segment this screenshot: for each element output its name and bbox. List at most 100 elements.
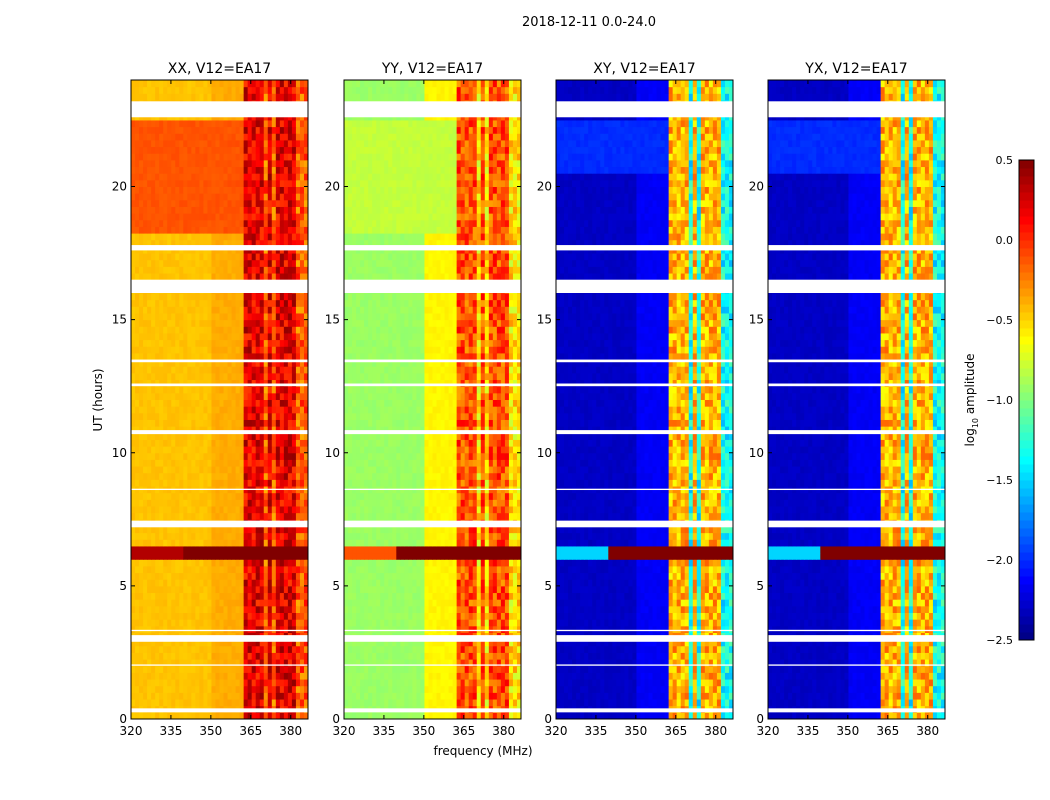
heatmap-cell [211, 319, 216, 327]
heatmap-cell [199, 346, 204, 354]
heatmap-cell [416, 645, 421, 653]
heatmap-cell [203, 439, 208, 447]
heatmap-cell [135, 86, 140, 94]
heatmap-cell [171, 219, 176, 227]
heatmap-cell [219, 545, 225, 554]
heatmap-cell [267, 685, 273, 693]
heatmap-cell [456, 672, 462, 680]
heatmap-cell [271, 259, 277, 267]
heatmap-cell [283, 153, 289, 161]
heatmap-cell [512, 672, 518, 680]
heatmap-cell [175, 326, 180, 334]
heatmap-cell [239, 126, 245, 134]
heatmap-cell [151, 332, 156, 341]
heatmap-cell [147, 126, 152, 134]
heatmap-cell [159, 672, 164, 680]
heatmap-cell [299, 545, 305, 554]
heatmap-cell [199, 326, 204, 334]
heatmap-cell [191, 565, 196, 574]
heatmap-cell [203, 599, 208, 607]
heatmap-cell [199, 266, 204, 274]
heatmap-cell [480, 619, 486, 627]
heatmap-cell [211, 406, 216, 414]
heatmap-cell [303, 93, 309, 101]
heatmap-cell [239, 585, 245, 594]
heatmap-cell [227, 193, 233, 201]
heatmap-cell [456, 612, 462, 620]
heatmap-cell [163, 153, 168, 161]
heatmap-cell [295, 392, 301, 400]
heatmap-cell [400, 679, 405, 687]
heatmap-cell [143, 432, 148, 440]
heatmap-cell [163, 273, 168, 281]
heatmap-cell [468, 692, 474, 700]
heatmap-cell [283, 319, 289, 327]
heatmap-cell [219, 525, 225, 534]
heatmap-cell [183, 326, 188, 334]
heatmap-cell [151, 146, 156, 154]
heatmap-cell [207, 339, 212, 347]
heatmap-cell [263, 166, 269, 174]
heatmap-cell [167, 392, 172, 400]
heatmap-cell [227, 153, 233, 161]
heatmap-cell [207, 179, 212, 187]
heatmap-cell [376, 645, 381, 653]
heatmap-cell [159, 499, 164, 507]
heatmap-cell [223, 352, 229, 361]
heatmap-cell [392, 605, 397, 613]
heatmap-cell [247, 466, 253, 474]
heatmap-cell [348, 685, 353, 693]
heatmap-cell [235, 559, 241, 567]
heatmap-cell [227, 86, 233, 94]
heatmap-cell [207, 545, 212, 554]
heatmap-cell [291, 419, 297, 427]
heatmap-cell [271, 80, 277, 88]
heatmap-cell [416, 639, 421, 647]
heatmap-cell [508, 685, 514, 693]
heatmap-cell [207, 239, 212, 247]
heatmap-cell [131, 506, 136, 514]
heatmap-cell [151, 692, 156, 700]
heatmap-cell [348, 652, 353, 660]
heatmap-cell [243, 332, 249, 341]
heatmap-cell [279, 80, 285, 88]
heatmap-cell [215, 199, 220, 207]
heatmap-cell [299, 186, 305, 194]
heatmap-cell [151, 532, 156, 540]
heatmap-cell [151, 80, 156, 88]
heatmap-cell [243, 159, 249, 168]
heatmap-cell [303, 86, 309, 94]
heatmap-cell [227, 179, 233, 187]
y-tick-label: 15 [112, 313, 127, 327]
heatmap-cell [372, 639, 377, 647]
heatmap-cell [239, 499, 245, 507]
heatmap-cell [291, 585, 297, 594]
heatmap-cell [199, 372, 204, 381]
heatmap-cell [263, 665, 269, 673]
heatmap-cell [368, 639, 373, 647]
heatmap-cell [259, 572, 265, 580]
heatmap-cell [239, 139, 245, 148]
heatmap-cell [267, 306, 273, 314]
heatmap-cell [219, 306, 225, 314]
heatmap-cell [275, 233, 281, 241]
heatmap-cell [219, 273, 225, 281]
heatmap-cell [219, 539, 225, 547]
heatmap-cell [211, 339, 216, 347]
heatmap-cell [480, 699, 486, 707]
heatmap-cell [364, 645, 369, 653]
heatmap-cell [207, 439, 212, 447]
heatmap-cell [139, 406, 144, 414]
heatmap-cell [135, 506, 140, 514]
heatmap-cell [400, 652, 405, 660]
heatmap-cell [203, 639, 208, 647]
heatmap-cell [235, 406, 241, 414]
heatmap-cell [151, 339, 156, 347]
heatmap-cell [380, 665, 385, 673]
heatmap-cell [211, 525, 216, 534]
heatmap-cell [295, 86, 301, 94]
heatmap-cell [303, 525, 309, 534]
heatmap-cell [203, 506, 208, 514]
heatmap-cell [255, 572, 261, 580]
heatmap-cell [223, 339, 229, 347]
